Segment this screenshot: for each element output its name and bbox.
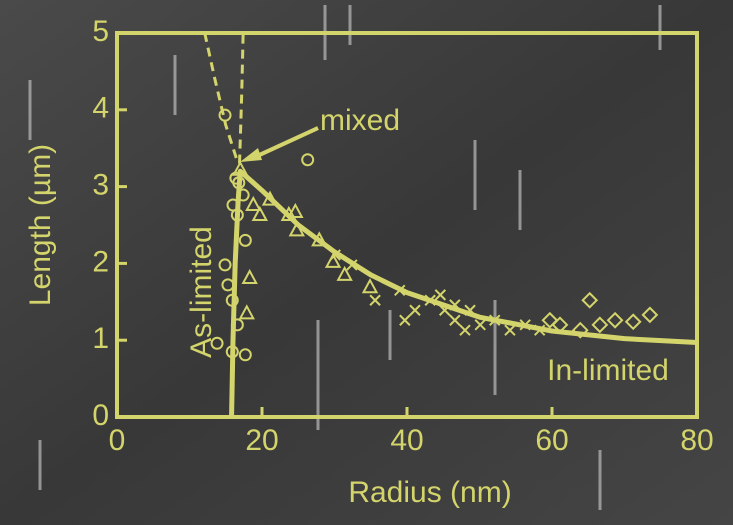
arrow bbox=[254, 126, 319, 159]
data-point bbox=[301, 153, 315, 167]
fit-curve bbox=[203, 32, 240, 165]
data-point bbox=[251, 205, 269, 222]
y-tick-label: 1 bbox=[92, 322, 109, 355]
x-axis-label: Radius (nm) bbox=[348, 476, 511, 509]
x-tick-label: 0 bbox=[109, 424, 126, 457]
data-point bbox=[361, 278, 379, 294]
data-point bbox=[434, 289, 447, 301]
annotation: mixed bbox=[320, 104, 400, 137]
y-tick-label: 2 bbox=[92, 245, 109, 278]
data-point bbox=[336, 265, 353, 281]
x-tick-label: 20 bbox=[245, 424, 278, 457]
y-tick-label: 3 bbox=[92, 169, 109, 202]
fit-curve bbox=[229, 168, 698, 418]
y-axis-label: Length (µm) bbox=[24, 144, 57, 306]
data-point bbox=[238, 233, 252, 247]
data-point bbox=[541, 311, 559, 329]
x-tick-label: 60 bbox=[535, 424, 568, 457]
data-point bbox=[369, 294, 381, 306]
data-point bbox=[581, 291, 599, 309]
data-point bbox=[409, 304, 421, 316]
annotation: As-limited bbox=[185, 226, 218, 358]
annotation: In-limited bbox=[547, 354, 669, 387]
y-tick-label: 0 bbox=[92, 399, 109, 432]
y-tick-label: 4 bbox=[92, 92, 109, 125]
data-point bbox=[218, 258, 232, 272]
data-point bbox=[238, 304, 255, 320]
data-point bbox=[245, 195, 262, 212]
data-point bbox=[504, 324, 516, 336]
data-point bbox=[241, 268, 258, 284]
data-point bbox=[459, 324, 471, 336]
y-tick-label: 5 bbox=[92, 15, 109, 48]
data-point bbox=[218, 108, 232, 122]
data-point bbox=[571, 321, 589, 339]
data-point bbox=[324, 252, 342, 268]
data-point bbox=[210, 336, 224, 350]
data-point bbox=[606, 311, 624, 329]
fit-curve bbox=[238, 32, 245, 164]
data-point bbox=[591, 316, 609, 334]
data-point bbox=[399, 314, 411, 326]
x-tick-label: 80 bbox=[680, 424, 713, 457]
data-point bbox=[641, 306, 659, 324]
data-point bbox=[449, 314, 461, 326]
data-point bbox=[287, 202, 304, 218]
data-point bbox=[624, 313, 642, 331]
data-point bbox=[474, 319, 486, 331]
data-point bbox=[238, 348, 252, 362]
x-tick-label: 40 bbox=[390, 424, 423, 457]
plot: 0 20 40 60 80 0 1 2 3 4 5 bbox=[92, 15, 713, 457]
